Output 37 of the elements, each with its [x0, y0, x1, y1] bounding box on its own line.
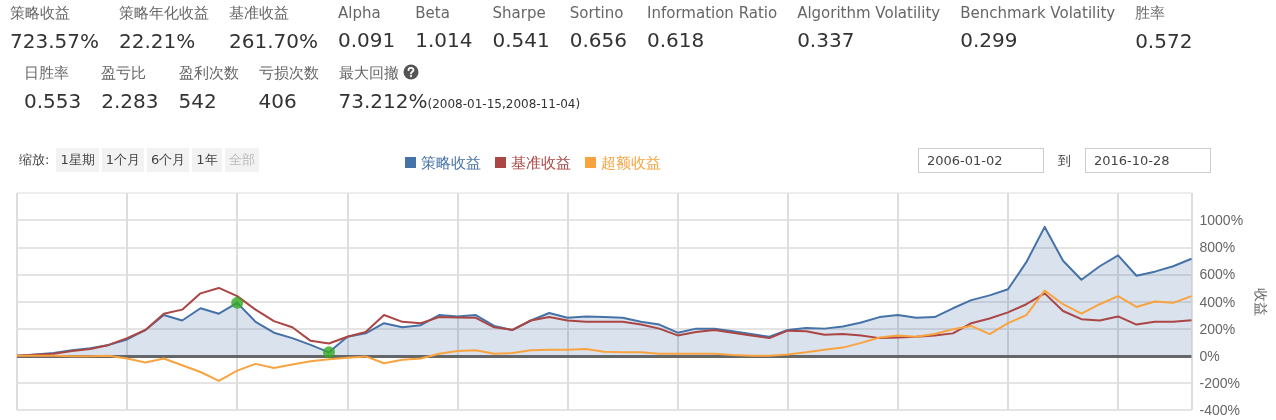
text: 盈亏比 2.283 — [101, 64, 159, 113]
text: Information Ratio 0.618 — [647, 4, 778, 52]
y-tick-label: 800% — [1199, 239, 1236, 256]
legend-label: 策略收益 — [421, 154, 481, 171]
y-tick-label: -200% — [1199, 374, 1240, 391]
text: 1星期 — [56, 148, 99, 172]
y-axis-title: 收益 — [1253, 287, 1269, 316]
text: Beta 1.014 — [415, 4, 473, 52]
text: 1个月 — [101, 148, 144, 172]
text: Algorithm Volatility 0.337 — [797, 4, 941, 52]
legend-label: 超额收益 — [601, 154, 661, 171]
text: 缩放: — [18, 151, 51, 169]
y-tick-label: 200% — [1199, 320, 1236, 337]
y-tick-label: 1000% — [1199, 212, 1244, 229]
text: 1年 — [192, 148, 222, 172]
text: 日胜率 0.553 — [24, 64, 82, 113]
text: 基准收益 261.70% — [228, 4, 318, 53]
y-tick-label: 600% — [1199, 266, 1236, 283]
text: Benchmark Volatility 0.299 — [960, 4, 1116, 52]
line-series — [16, 289, 1193, 382]
y-tick-label: -400% — [1199, 402, 1240, 418]
text: 2006-01-02 — [918, 148, 1044, 173]
text: 最大回撤 73.212%(2008-01-15,2008-11-04) — [338, 64, 581, 113]
text: 策略年化收益 22.21% — [118, 4, 209, 53]
text: 胜率 0.572 — [1135, 4, 1193, 53]
y-tick-label: 0% — [1199, 347, 1220, 364]
text: Alpha 0.091 — [337, 4, 396, 52]
text: 6个月 — [146, 148, 190, 172]
text: 2016-10-28 — [1085, 148, 1211, 173]
text: 到 — [1058, 151, 1071, 170]
text: 盈利次数 542 — [178, 64, 239, 113]
text: 策略收益 723.57% — [10, 4, 99, 53]
y-tick-label: 400% — [1199, 293, 1236, 310]
text: Sortino 0.656 — [569, 4, 628, 52]
text: 亏损次数 406 — [258, 64, 319, 113]
legend-label: 基准收益 — [511, 154, 571, 171]
text: Sharpe 0.541 — [492, 4, 550, 52]
